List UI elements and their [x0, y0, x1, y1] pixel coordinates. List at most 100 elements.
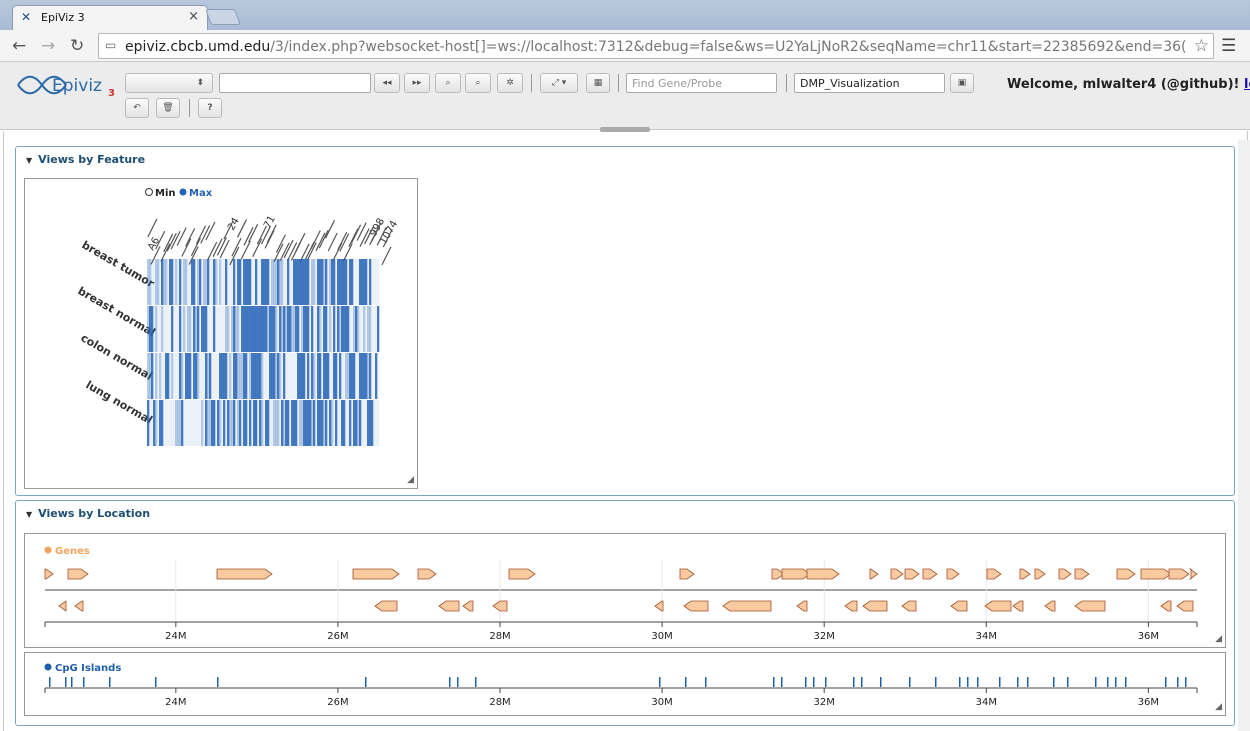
cpg-islands-track[interactable]: CpG Islands 24M 26M 28M 30M 32M 34M 36M ◢ [24, 652, 1226, 716]
undo-icon[interactable]: ↶ [125, 98, 149, 118]
location-panel-title: Views by Location [38, 507, 151, 520]
forward-icon[interactable]: → [41, 36, 56, 56]
location-panel-header[interactable]: ▼ Views by Location [26, 507, 150, 520]
gene-reverse [950, 600, 968, 612]
move-left-button[interactable]: ◂◂ [374, 73, 400, 93]
heatmap-cell [147, 259, 150, 305]
feature-panel-header[interactable]: ▼ Views by Feature [26, 153, 145, 166]
heatmap-cell [229, 353, 232, 399]
heatmap-cell [283, 259, 286, 305]
reload-icon[interactable]: ↻ [70, 36, 85, 56]
heatmap-cell [261, 259, 264, 305]
zoom-out-icon[interactable]: ⌕ [465, 73, 491, 93]
col-label-glyph [205, 221, 216, 241]
heatmap-cell [173, 353, 176, 399]
heatmap-cell [183, 353, 186, 399]
resize-handle-icon[interactable]: ◢ [1215, 634, 1222, 644]
heatmap-cell [259, 259, 262, 305]
heatmap-cell [163, 306, 166, 352]
delete-icon[interactable]: 🗑 [156, 98, 180, 118]
heatmap-cell [345, 306, 348, 352]
heatmap-cell [361, 400, 364, 446]
cpg-island-mark [1027, 677, 1029, 687]
url-field[interactable]: ▭ epiviz.cbcb.umd.edu/3/index.php?websoc… [98, 33, 1214, 59]
heatmap-cell [189, 306, 192, 352]
heatmap-cell [351, 259, 354, 305]
col-label-glyph [195, 225, 207, 245]
settings-gear-icon[interactable]: ✲ [497, 73, 523, 93]
resize-handle-icon[interactable]: ◢ [1215, 702, 1222, 712]
url-host: epiviz.cbcb.umd.edu [125, 39, 271, 55]
heatmap-cell [297, 259, 300, 305]
location-input[interactable] [219, 73, 371, 93]
heatmap-cell [195, 353, 198, 399]
heatmap-cell [175, 306, 178, 352]
heatmap-cell [177, 259, 180, 305]
col-label-glyph [240, 240, 251, 260]
layout-splitter[interactable] [600, 127, 650, 132]
heatmap-cell [353, 259, 356, 305]
find-gene-input[interactable] [626, 73, 777, 93]
logout-link[interactable]: logout [1244, 77, 1250, 92]
heatmap-cell [193, 400, 196, 446]
heatmap-cell [155, 259, 158, 305]
genes-track[interactable]: Genes 24M 26M 28M 30M 32M 34M 36M ◢ [24, 533, 1226, 648]
collapse-triangle-icon[interactable]: ▼ [26, 156, 33, 165]
add-plot-dropdown[interactable]: ⤢ ▾ [540, 73, 578, 93]
heatmap-cell [313, 400, 316, 446]
zoom-in-icon[interactable]: ⌕ [435, 73, 461, 93]
heatmap-cell [321, 259, 324, 305]
cpg-island-mark [773, 677, 775, 687]
table-icon[interactable]: ▦ [586, 73, 610, 93]
heatmap-cell [237, 400, 240, 446]
gene-reverse [654, 600, 664, 612]
browser-menu-icon[interactable]: ☰ [1221, 36, 1237, 56]
back-icon[interactable]: ← [12, 36, 27, 56]
col-label-glyph [236, 219, 248, 238]
help-button[interactable]: ? [198, 98, 222, 118]
address-bar: ← → ↻ ▭ epiviz.cbcb.umd.edu/3/index.php?… [0, 30, 1250, 62]
heatmap-cell [215, 400, 218, 446]
heatmap-cells [147, 259, 380, 446]
heatmap-cell [235, 259, 238, 305]
col-label-glyph [342, 243, 353, 262]
move-right-button[interactable]: ▸▸ [404, 73, 430, 93]
workspace-name-input[interactable] [794, 73, 945, 93]
heatmap-cell [341, 306, 344, 352]
heatmap-cell [273, 353, 276, 399]
browser-tab[interactable]: ✕ EpiViz 3 × [12, 5, 208, 31]
heatmap-cell [311, 353, 314, 399]
gene-reverse [492, 600, 508, 612]
col-label-glyph [185, 228, 196, 247]
heatmap-cell [349, 353, 352, 399]
heatmap-cell [291, 353, 294, 399]
heatmap-cell [227, 259, 230, 305]
heatmap-cell [293, 400, 296, 446]
cpg-island-mark [109, 677, 111, 687]
heatmap-cell [223, 306, 226, 352]
col-label-glyph [364, 225, 375, 245]
heatmap-cell [367, 306, 370, 352]
collapse-triangle-icon[interactable]: ▼ [26, 510, 33, 519]
welcome-message: Welcome, mlwalter4 (@github)! logout [1007, 77, 1250, 92]
gene-forward [1116, 568, 1136, 580]
page-scrollbar[interactable] [1238, 140, 1250, 731]
save-workspace-icon[interactable]: ▣ [950, 73, 974, 93]
heatmap-cell [245, 306, 248, 352]
chromosome-select[interactable]: ⬍ [125, 73, 213, 93]
genes-gridlines [175, 560, 1149, 622]
heatmap-cell [179, 353, 182, 399]
epiviz-logo[interactable]: Epiviz 3 [16, 72, 116, 98]
heatmap-cell [303, 306, 306, 352]
tab-close-icon[interactable]: × [188, 9, 199, 24]
heatmap-cell [251, 306, 254, 352]
bookmark-star-icon[interactable]: ☆ [1193, 36, 1209, 56]
genes-legend-label: Genes [55, 546, 90, 557]
heatmap-cell [255, 259, 258, 305]
heatmap-cell [305, 353, 308, 399]
resize-handle-icon[interactable]: ◢ [407, 475, 414, 485]
heatmap-cell [223, 400, 226, 446]
new-tab-button[interactable] [205, 9, 241, 25]
heatmap-plot[interactable]: Min Max breast tumor breast normal colon… [24, 178, 418, 489]
col-label-glyph [231, 237, 242, 257]
